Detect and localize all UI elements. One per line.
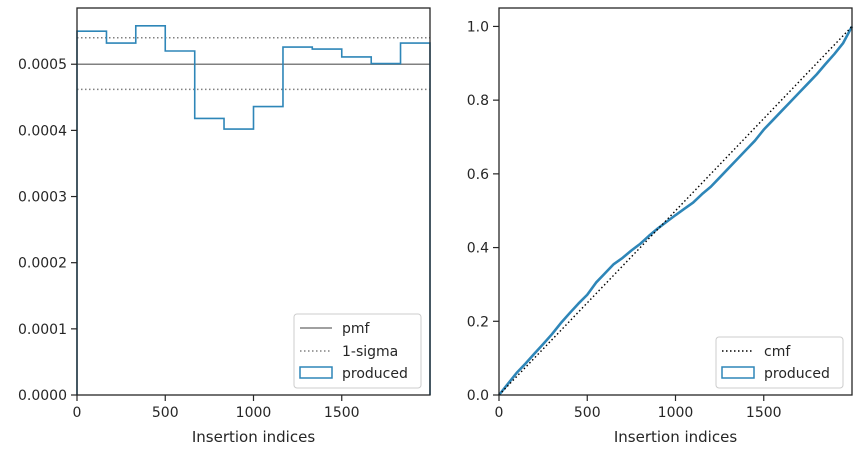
cmf-x-tick-label: 0 bbox=[495, 405, 504, 421]
cmf-legend: cmf produced bbox=[715, 336, 844, 389]
legend-pmf-label: pmf bbox=[342, 321, 371, 337]
cmf-line bbox=[498, 25, 853, 396]
pmf-x-axis-label: Insertion indices bbox=[192, 428, 315, 446]
cmf-x-tick-label: 1500 bbox=[746, 405, 782, 421]
cmf-x-tick-label: 1000 bbox=[658, 405, 694, 421]
legend-produced-label-right: produced bbox=[764, 366, 830, 382]
legend-1-sigma-label: 1-sigma bbox=[342, 344, 398, 360]
legend-cmf-label: cmf bbox=[764, 344, 791, 360]
cmf-y-tick-label: 1.0 bbox=[467, 19, 489, 35]
pmf-legend-box bbox=[293, 313, 422, 389]
cmf-plot-content bbox=[497, 25, 854, 396]
cmf-y-tick-label: 0.6 bbox=[467, 167, 489, 183]
pmf-y-tick-label: 0.0005 bbox=[18, 57, 67, 73]
cmf-x-axis-label: Insertion indices bbox=[614, 428, 737, 446]
legend-produced-patch-left bbox=[299, 366, 333, 379]
pmf-y-tick-label: 0.0003 bbox=[18, 190, 67, 206]
pmf-y-tick-label: 0.0004 bbox=[18, 123, 67, 139]
produced-histogram bbox=[76, 25, 431, 395]
cmf-legend-box bbox=[715, 336, 844, 389]
cmf-chart: 0 500 1000 1500 0.0 0.2 0.4 0.6 0.8 1.0 Insertion… bbox=[467, 7, 854, 446]
cmf-y-tick-label: 0.0 bbox=[467, 388, 489, 404]
pmf-y-tick-label: 0.0002 bbox=[18, 256, 67, 272]
pmf-plot-content bbox=[76, 25, 431, 395]
pmf-x-tick-label: 1500 bbox=[324, 405, 360, 421]
legend-produced-label-left: produced bbox=[342, 366, 408, 382]
pmf-x-tick-label: 1000 bbox=[236, 405, 272, 421]
cmf-y-tick-label: 0.8 bbox=[467, 93, 489, 109]
pmf-y-tick-label: 0.0000 bbox=[18, 388, 67, 404]
pmf-x-tick-label: 0 bbox=[73, 405, 82, 421]
cmf-y-tick-label: 0.2 bbox=[467, 314, 489, 330]
produced-cmf-line bbox=[497, 25, 854, 396]
legend-produced-patch-right bbox=[721, 366, 755, 379]
cmf-x-tick-label: 500 bbox=[574, 405, 601, 421]
pmf-x-tick-label: 500 bbox=[152, 405, 179, 421]
pmf-y-tick-label: 0.0001 bbox=[18, 322, 67, 338]
cmf-ticks: 0 500 1000 1500 0.0 0.2 0.4 0.6 0.8 1.0 bbox=[467, 19, 782, 421]
cmf-y-tick-label: 0.4 bbox=[467, 241, 489, 257]
pmf-legend: pmf 1-sigma produced bbox=[293, 313, 422, 389]
pmf-chart: 0 500 1000 1500 0.0000 0.0001 0.0002 0.0003 0.00… bbox=[18, 7, 431, 446]
pmf-ticks: 0 500 1000 1500 0.0000 0.0001 0.0002 0.0003 0.00… bbox=[18, 57, 360, 421]
